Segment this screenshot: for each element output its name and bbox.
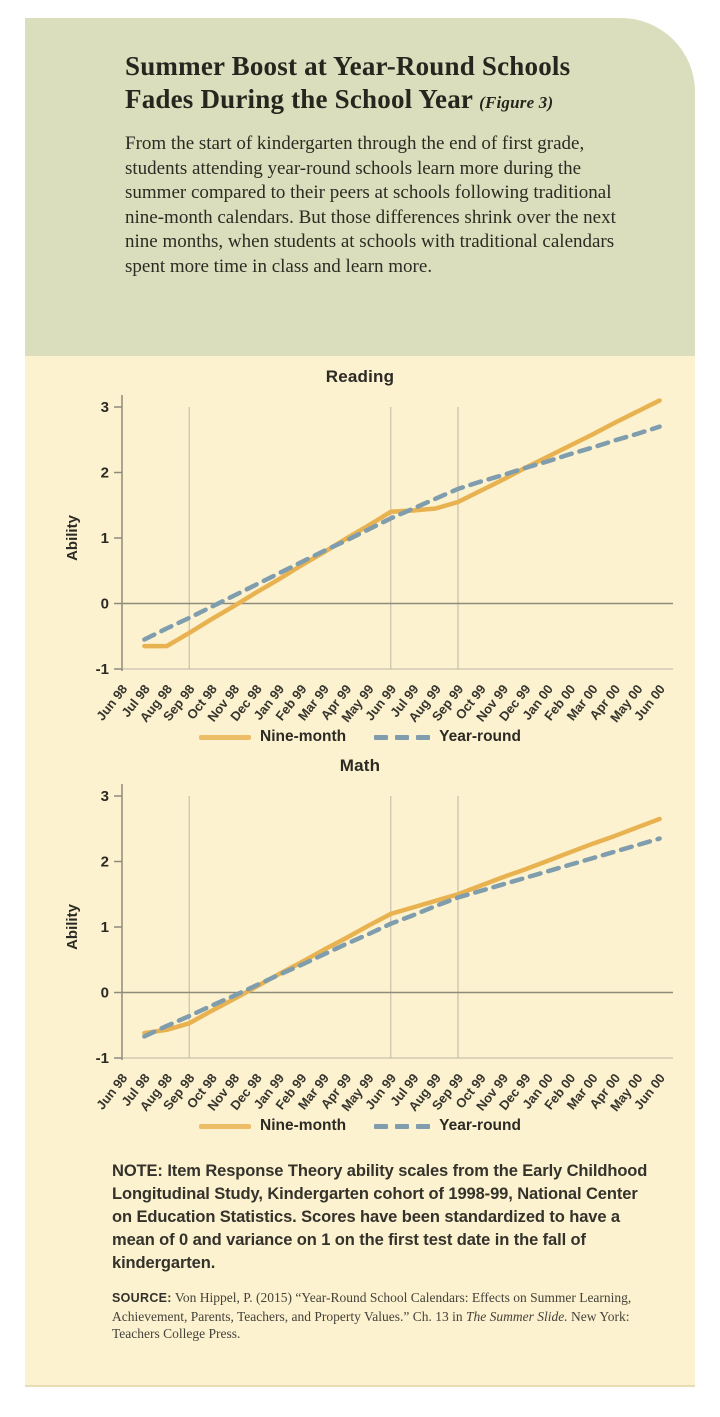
svg-text:-1: -1 bbox=[96, 1050, 109, 1067]
year-round-legend-label: Year-round bbox=[439, 1117, 521, 1134]
figure-title: Summer Boost at Year-Round Schools Fades… bbox=[125, 50, 645, 119]
reading-chart-block: Reading 3 2 1 0 -1 Ability Jun 98 Jul 98 Aug 98 S… bbox=[25, 362, 695, 749]
reading-legend: Nine-month Year-round bbox=[25, 725, 695, 749]
legend-entry-nine-month: Nine-month bbox=[199, 1117, 346, 1135]
charts-section: Reading 3 2 1 0 -1 Ability Jun 98 Jul 98 Aug 98 S… bbox=[25, 356, 695, 1387]
figure-header: Summer Boost at Year-Round Schools Fades… bbox=[25, 18, 695, 356]
math-legend: Nine-month Year-round bbox=[25, 1114, 695, 1138]
svg-text:0: 0 bbox=[101, 596, 109, 613]
nine-month-line-swatch bbox=[199, 1123, 252, 1129]
year-round-line-swatch bbox=[374, 1123, 431, 1129]
nine-month-legend-label: Nine-month bbox=[260, 1117, 347, 1134]
legend-entry-nine-month: Nine-month bbox=[199, 728, 346, 746]
svg-text:-1: -1 bbox=[96, 661, 109, 678]
nine-month-legend-label: Nine-month bbox=[260, 728, 347, 745]
figure-card: Summer Boost at Year-Round Schools Fades… bbox=[25, 18, 695, 1387]
note-text: NOTE: Item Response Theory ability scale… bbox=[112, 1162, 648, 1272]
svg-text:2: 2 bbox=[101, 465, 109, 482]
year-round-line-swatch bbox=[374, 734, 431, 740]
source-citation-2: New York: Teachers College Press. bbox=[112, 1308, 630, 1342]
svg-text:1: 1 bbox=[101, 530, 109, 547]
source-citation-1: Von Hippel, P. (2015) “Year-Round School… bbox=[112, 1290, 632, 1324]
figure-title-text: Summer Boost at Year-Round Schools Fades… bbox=[125, 51, 571, 114]
svg-text:3: 3 bbox=[101, 788, 109, 805]
svg-text:3: 3 bbox=[101, 399, 109, 416]
nine-month-line-swatch bbox=[199, 734, 252, 740]
svg-text:Ability: Ability bbox=[64, 903, 81, 949]
svg-text:1: 1 bbox=[101, 919, 109, 936]
math-chart-title: Math bbox=[339, 756, 381, 775]
source-text: SOURCE: Von Hippel, P. (2015) “Year-Roun… bbox=[112, 1289, 635, 1385]
svg-text:2: 2 bbox=[101, 854, 109, 871]
source-book-title: The Summer Slide. bbox=[465, 1308, 568, 1324]
year-round-legend-label: Year-round bbox=[439, 728, 521, 745]
legend-entry-year-round: Year-round bbox=[374, 728, 521, 746]
reading-chart-title: Reading bbox=[325, 367, 395, 386]
figure-description: From the start of kindergarten through t… bbox=[125, 133, 616, 277]
svg-text:0: 0 bbox=[101, 985, 109, 1002]
figure-number: (Figure 3) bbox=[479, 93, 554, 112]
math-chart-block: Math 3 2 1 0 -1 Ability Jun 98 Jul 98 Aug 98 Sep … bbox=[25, 751, 695, 1138]
source-label: SOURCE: bbox=[112, 1291, 172, 1305]
svg-text:Ability: Ability bbox=[64, 514, 81, 560]
legend-entry-year-round: Year-round bbox=[374, 1117, 521, 1135]
